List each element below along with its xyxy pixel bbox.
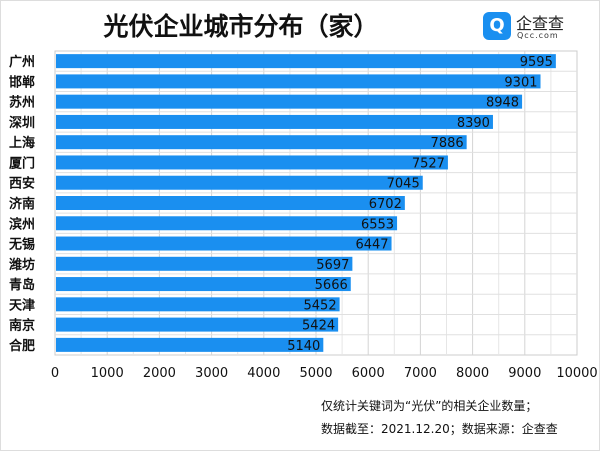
data-label: 6447 <box>355 238 388 253</box>
bar <box>56 236 392 251</box>
x-tick-label: 2000 <box>143 366 176 381</box>
x-tick-label: 10000 <box>556 366 597 381</box>
x-tick-label: 0 <box>51 366 59 381</box>
note-source: 数据截至：2021.12.20；数据来源：企查查 <box>321 422 558 436</box>
data-label: 7527 <box>412 156 445 171</box>
x-tick-label: 7000 <box>404 366 437 381</box>
data-label: 8390 <box>457 116 490 131</box>
category-label: 济南 <box>9 196 35 212</box>
category-label: 苏州 <box>9 95 35 111</box>
data-label: 9301 <box>504 75 537 90</box>
data-label: 7045 <box>387 177 420 192</box>
x-tick-label: 9000 <box>508 366 541 381</box>
bar <box>56 216 398 231</box>
logo-text: 企查查 <box>516 14 565 33</box>
x-tick-label: 6000 <box>352 366 385 381</box>
bar <box>56 175 423 190</box>
category-label: 南京 <box>9 318 35 334</box>
data-label: 5697 <box>316 258 349 273</box>
category-label: 深圳 <box>9 115 35 131</box>
data-label: 5666 <box>315 278 348 293</box>
bar <box>56 317 339 332</box>
x-tick-label: 4000 <box>247 366 280 381</box>
data-label: 5424 <box>302 319 335 334</box>
data-label: 5140 <box>287 339 320 354</box>
bar <box>56 256 353 271</box>
x-tick-label: 5000 <box>299 366 332 381</box>
category-label: 天津 <box>9 297 35 313</box>
qcc-logo: Q 企查查 Qcc.com <box>483 12 593 42</box>
bar <box>56 54 556 69</box>
category-label: 无锡 <box>8 237 35 253</box>
data-label: 9595 <box>520 55 553 70</box>
bar <box>56 337 324 352</box>
category-label: 厦门 <box>9 155 35 171</box>
category-label: 合肥 <box>9 338 35 354</box>
data-label: 7886 <box>431 136 464 151</box>
category-label: 潍坊 <box>9 257 35 273</box>
category-label: 上海 <box>9 135 35 151</box>
category-label: 邯郸 <box>9 74 35 90</box>
data-label: 6553 <box>361 217 394 232</box>
data-label: 8948 <box>486 96 519 111</box>
bar <box>56 297 340 312</box>
bar <box>56 74 541 89</box>
category-label: 西安 <box>9 176 35 192</box>
data-label: 6702 <box>369 197 402 212</box>
bar <box>56 114 493 129</box>
bar <box>56 277 351 292</box>
chart-title: 光伏企业城市分布（家） <box>103 12 379 41</box>
bar <box>56 94 523 109</box>
qcc-logo-icon: Q <box>483 12 511 40</box>
category-label: 广州 <box>9 54 35 70</box>
x-tick-label: 8000 <box>456 366 489 381</box>
x-tick-label: 3000 <box>195 366 228 381</box>
logo-url: Qcc.com <box>517 31 559 40</box>
note-scope: 仅统计关键词为“光伏”的相关企业数量； <box>321 399 538 413</box>
category-label: 滨州 <box>9 216 35 232</box>
x-tick-label: 1000 <box>91 366 124 381</box>
data-label: 5452 <box>304 298 337 313</box>
bar <box>56 135 467 150</box>
category-label: 青岛 <box>9 277 35 293</box>
bar <box>56 155 448 170</box>
bar <box>56 196 405 210</box>
